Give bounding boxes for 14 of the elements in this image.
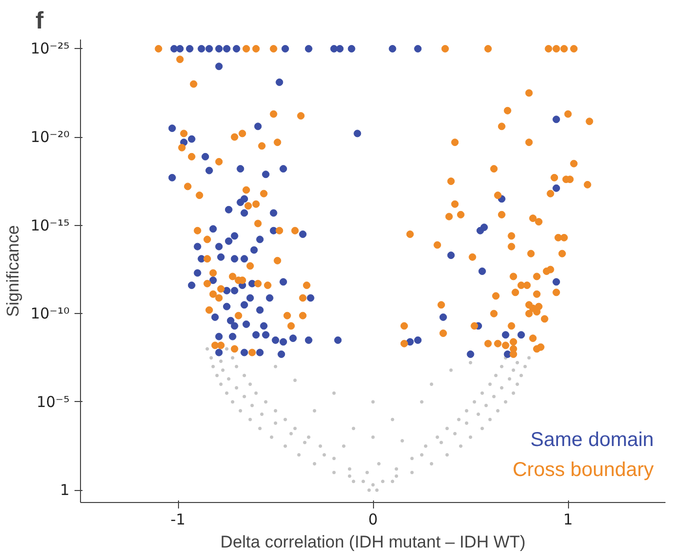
chart-title: f [36, 8, 44, 34]
y-axis-title: Significance [3, 225, 22, 317]
y-tick-label: 10⁻¹⁰ [30, 304, 70, 323]
y-tick-label: 10⁻⁵ [36, 392, 70, 411]
x-tick-label: 0 [368, 510, 378, 528]
text: Same domain [530, 428, 654, 451]
x-tick-label: -1 [170, 510, 186, 528]
y-tick-label: 10⁻¹⁵ [30, 216, 70, 234]
x-axis-title: Delta correlation (IDH mutant – IDH WT) [220, 532, 526, 552]
y-tick-label: 10⁻²⁵ [30, 40, 70, 58]
x-tick-label: 1 [563, 510, 573, 528]
y-tick-label: 1 [60, 481, 70, 500]
text: Cross boundary [512, 459, 654, 482]
y-tick-label: 10⁻²⁰ [30, 128, 70, 146]
